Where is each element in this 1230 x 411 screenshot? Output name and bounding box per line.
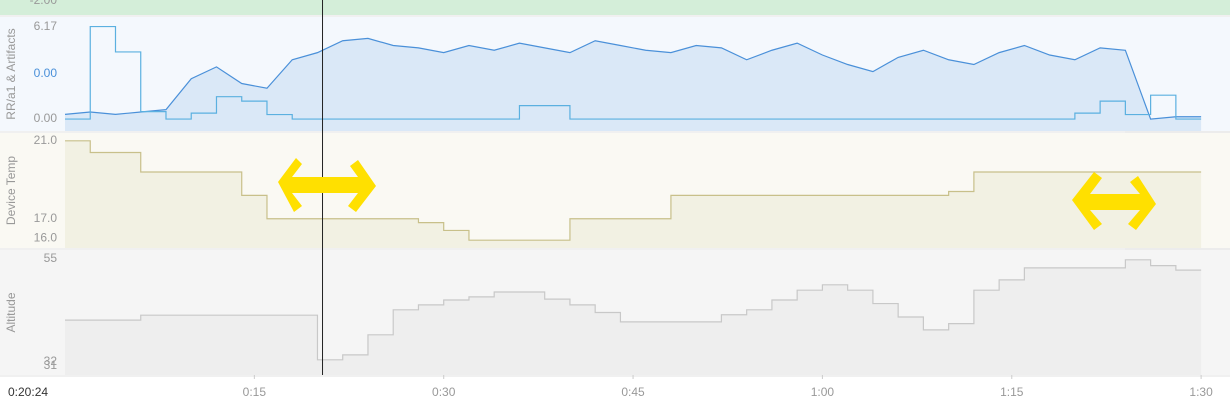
y-tick-label: -2.00 (30, 0, 58, 7)
x-tick-label: 1:00 (811, 385, 835, 399)
panel-background (0, 17, 1230, 131)
x-tick-label: 0:15 (243, 385, 267, 399)
annotation-arrows (278, 158, 1156, 230)
y-tick-label: 6.17 (34, 19, 58, 33)
y-tick-label: 55 (44, 251, 58, 265)
area-fill (65, 38, 1202, 131)
series-line (65, 25, 1202, 120)
y-tick-label: 21.0 (34, 133, 58, 147)
y-tick-label: 31 (44, 358, 58, 372)
y-axis-label: Device Temp (4, 156, 18, 225)
arrow (1072, 172, 1156, 230)
series-line (65, 140, 1202, 241)
y2-tick-label: 0.00 (34, 66, 58, 80)
x-tick-label: 0:30 (432, 385, 456, 399)
cursor-label: 0:20:24 (8, 385, 48, 399)
y-tick-label: 32 (44, 354, 58, 368)
y-axis-label: RR/a1 & Artifacts (4, 28, 18, 119)
y-tick-label: 16.0 (34, 230, 58, 244)
x-tick-label: 1:30 (1189, 385, 1213, 399)
area-fill (65, 259, 1202, 375)
arrow (278, 158, 376, 212)
y-tick-label: 0.00 (34, 111, 58, 125)
series-line (64, 37, 1202, 120)
panel-background (0, 0, 1230, 15)
y-tick-label: 17.0 (34, 211, 58, 225)
x-tick-label: 1:15 (1000, 385, 1024, 399)
y-axis-label: Altitude (4, 292, 18, 332)
area-fill (65, 140, 1202, 248)
panel-background (0, 133, 1230, 248)
series-line (65, 259, 1202, 361)
x-tick-label: 0:45 (621, 385, 645, 399)
